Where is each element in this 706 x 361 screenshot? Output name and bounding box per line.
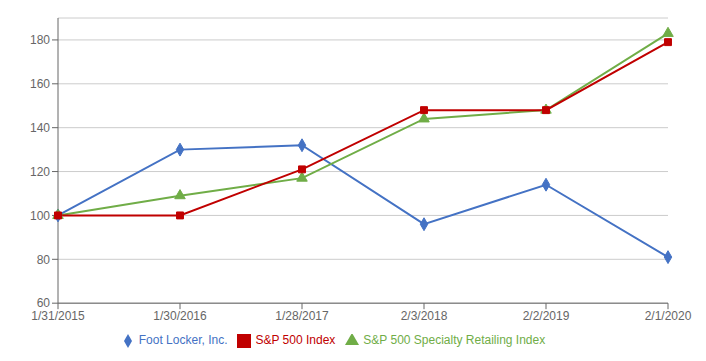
svg-text:120: 120	[30, 165, 50, 179]
html-text:S&P 500 Index: S&P 500 Index	[255, 333, 336, 348]
svg-text:80: 80	[37, 253, 51, 267]
html-text:Foot Locker, Inc.: Foot Locker, Inc.	[138, 333, 228, 348]
html-text:S&P 500 Specialty Retailing In: S&P 500 Specialty Retailing Index	[363, 333, 546, 348]
svg-text:140: 140	[30, 121, 50, 135]
svg-text:1/28/2017: 1/28/2017	[275, 309, 329, 323]
svg-text:2/3/2018: 2/3/2018	[401, 309, 448, 323]
svg-text:60: 60	[37, 296, 51, 310]
svg-text:1/30/2016: 1/30/2016	[153, 309, 207, 323]
svg-text:160: 160	[30, 77, 50, 91]
svg-text:1/31/2015: 1/31/2015	[31, 309, 85, 323]
svg-text:2/1/2020: 2/1/2020	[645, 309, 692, 323]
svg-text:180: 180	[30, 33, 50, 47]
svg-text:2/2/2019: 2/2/2019	[523, 309, 570, 323]
svg-text:100: 100	[30, 209, 50, 223]
